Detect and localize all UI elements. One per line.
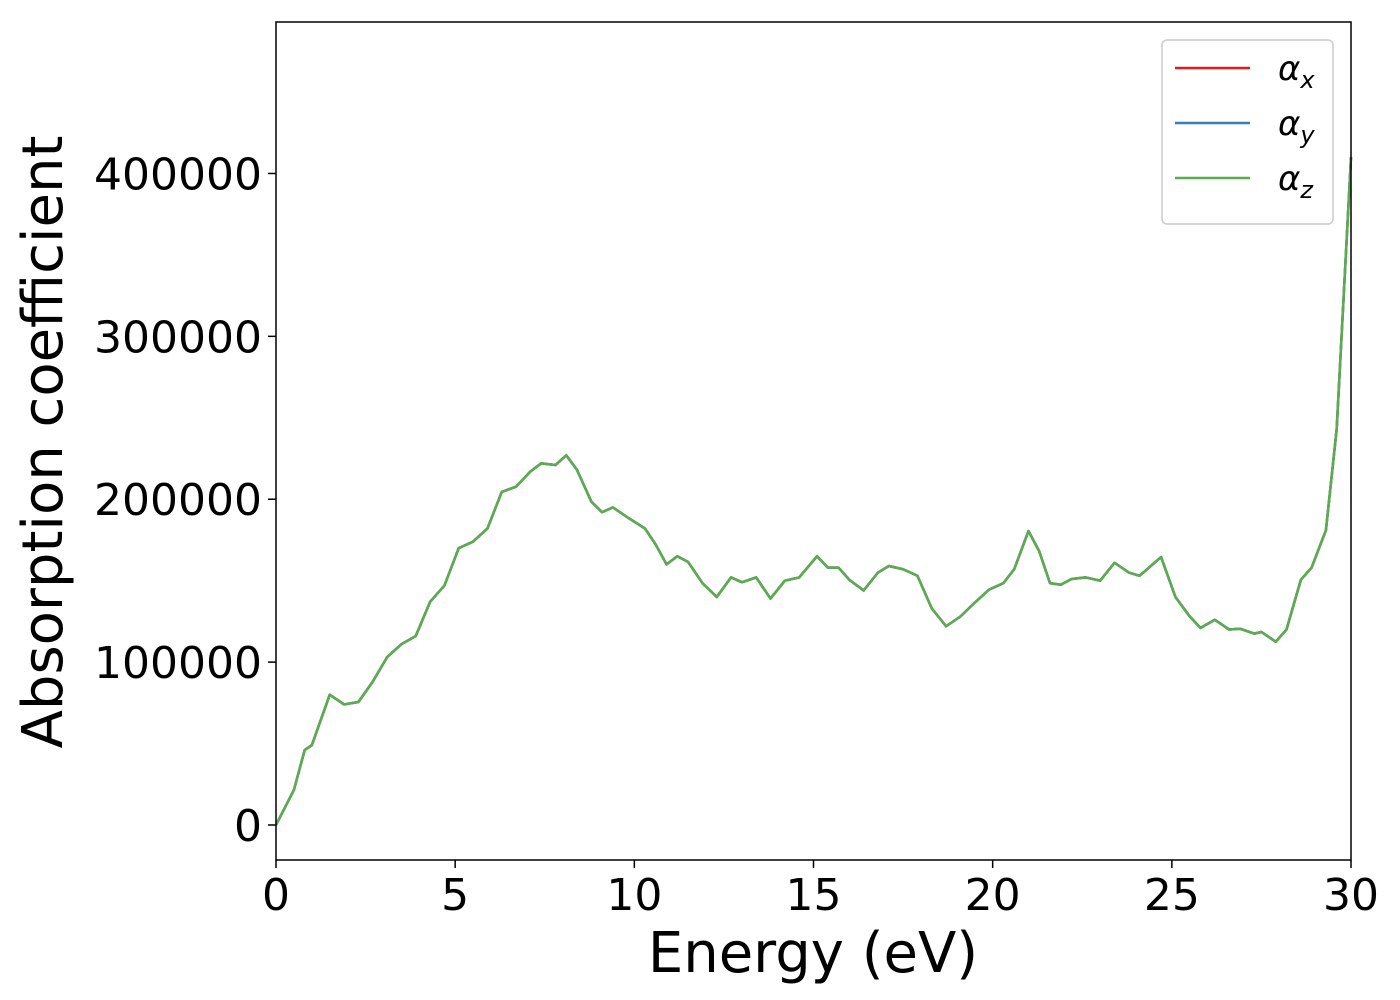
x-tick-label: 20 xyxy=(965,870,1021,921)
y-axis-label: Absorption coefficient xyxy=(11,136,76,749)
y-tick-label: 200000 xyxy=(94,475,262,526)
y-tick-label: 0 xyxy=(234,801,262,852)
legend-label: αy xyxy=(1278,104,1315,149)
x-tick-label: 0 xyxy=(262,870,290,921)
y-tick-label: 300000 xyxy=(94,312,262,363)
x-tick-label: 25 xyxy=(1144,870,1200,921)
legend-label: αx xyxy=(1278,49,1315,94)
y-tick-label: 400000 xyxy=(94,149,262,200)
x-tick-label: 30 xyxy=(1323,870,1379,921)
series-line xyxy=(274,157,1353,826)
x-axis-label: Energy (eV) xyxy=(648,921,978,986)
x-tick-label: 5 xyxy=(441,870,469,921)
x-tick-label: 15 xyxy=(786,870,842,921)
x-tick-label: 10 xyxy=(606,870,662,921)
legend-label: αz xyxy=(1278,159,1314,204)
y-tick-label: 100000 xyxy=(94,638,262,689)
plot-frame xyxy=(275,21,1352,861)
